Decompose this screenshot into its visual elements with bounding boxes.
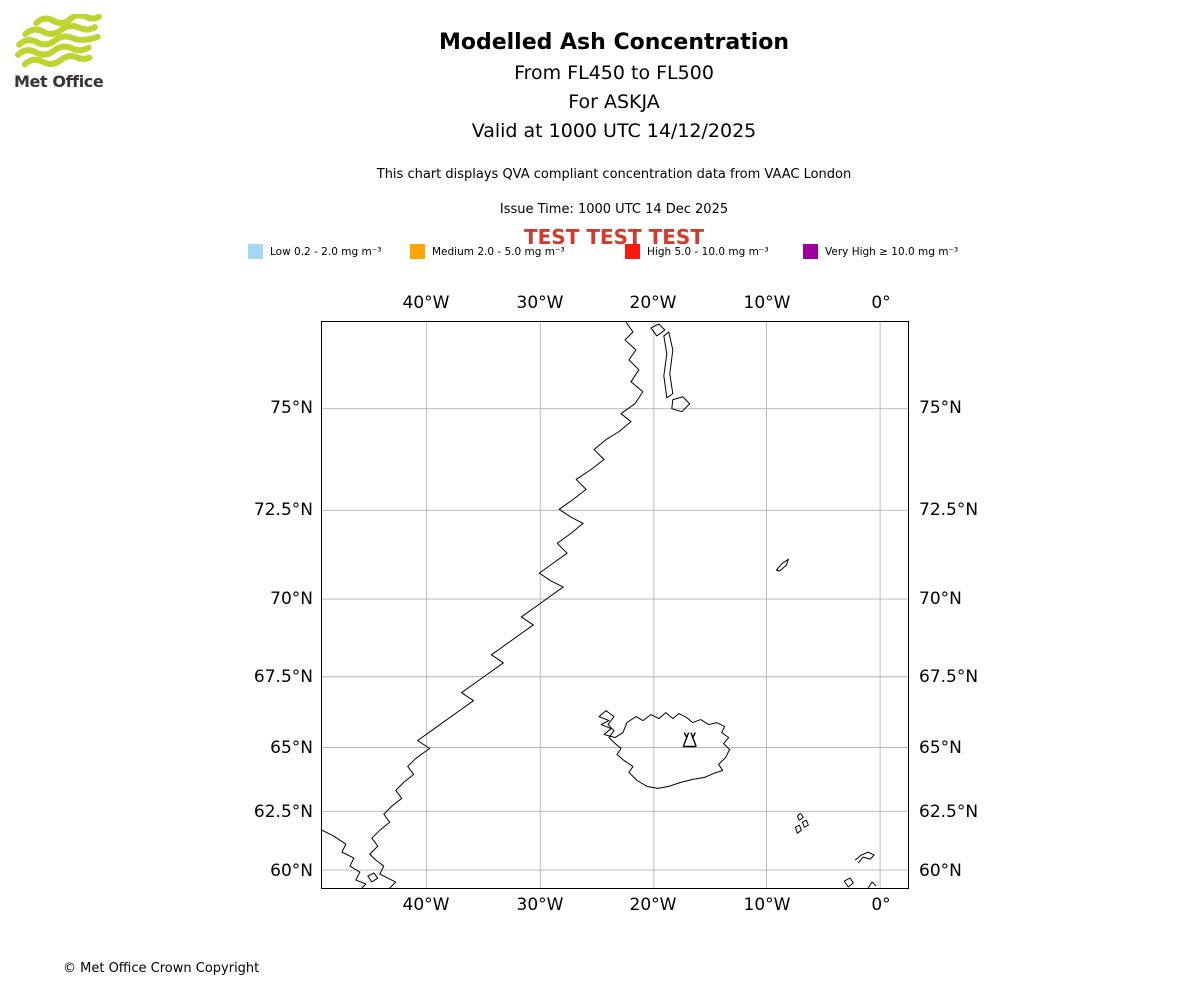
lon-tick-bottom-20w: 20°W <box>629 895 677 915</box>
lon-tick-top-40w: 40°W <box>402 293 450 313</box>
iceland-coastline <box>598 710 731 789</box>
issue-time: Issue Time: 1000 UTC 14 Dec 2025 <box>499 202 729 217</box>
low-concentration-label: Low 0.2 - 2.0 mg m⁻³ <box>270 245 382 258</box>
lat-tick-left-60n: 60°N <box>270 861 313 881</box>
lat-tick-right-75n: 75°N <box>919 398 962 418</box>
lat-tick-right-65n: 65°N <box>919 738 962 758</box>
compliance-note: This chart displays QVA compliant concen… <box>376 167 852 182</box>
chart-title: Modelled Ash Concentration <box>438 30 790 55</box>
map-svg <box>322 322 908 888</box>
lat-tick-right-60n: 60°N <box>919 861 962 881</box>
greenland-southwest-coastline <box>322 829 367 888</box>
lat-tick-left-65n: 65°N <box>270 738 313 758</box>
legend-item-medium: Medium 2.0 - 5.0 mg m⁻³ <box>410 244 565 259</box>
medium-concentration-swatch <box>410 244 425 259</box>
lon-tick-top-10w: 10°W <box>743 293 791 313</box>
lon-tick-top-20w: 20°W <box>629 293 677 313</box>
high-concentration-label: High 5.0 - 10.0 mg m⁻³ <box>647 245 769 258</box>
lat-tick-right-62-5n: 62.5°N <box>919 802 979 822</box>
met-office-logo: Met Office <box>14 14 124 91</box>
chart-header: Modelled Ash Concentration From FL450 to… <box>28 30 1200 249</box>
volcano-symbol <box>682 732 697 748</box>
lat-tick-left-67-5n: 67.5°N <box>253 667 313 687</box>
met-office-logo-waves <box>14 14 102 68</box>
lat-tick-right-67-5n: 67.5°N <box>919 667 979 687</box>
lat-tick-right-70n: 70°N <box>919 589 962 609</box>
lat-tick-left-70n: 70°N <box>270 589 313 609</box>
met-office-wordmark: Met Office <box>14 72 104 91</box>
low-concentration-swatch <box>248 244 263 259</box>
jan-mayen-island <box>775 558 789 572</box>
very-high-concentration-swatch <box>803 244 818 259</box>
coastlines <box>322 322 877 888</box>
lat-tick-left-75n: 75°N <box>270 398 313 418</box>
lon-tick-bottom-30w: 30°W <box>516 895 564 915</box>
flight-level-line: From FL450 to FL500 <box>514 62 714 84</box>
valid-time-line: Valid at 1000 UTC 14/12/2025 <box>471 120 757 142</box>
graticule-gridlines <box>322 322 908 888</box>
faroe-islands <box>794 812 809 834</box>
lon-tick-bottom-0: 0° <box>871 895 891 915</box>
ne-greenland-island-3 <box>671 396 691 413</box>
greenland-tip-islet <box>367 872 379 883</box>
volcano-name-line: For ASKJA <box>568 91 660 113</box>
very-high-concentration-label: Very High ≥ 10.0 mg m⁻³ <box>825 245 959 258</box>
ne-greenland-island-2 <box>663 331 674 399</box>
test-banner: TEST TEST TEST <box>524 225 704 249</box>
legend-item-very-high: Very High ≥ 10.0 mg m⁻³ <box>803 244 958 259</box>
legend-item-low: Low 0.2 - 2.0 mg m⁻³ <box>248 244 381 259</box>
lat-tick-right-72-5n: 72.5°N <box>919 500 979 520</box>
logo-wave-group <box>14 14 102 68</box>
lon-tick-top-0: 0° <box>871 293 891 313</box>
lat-tick-left-72-5n: 72.5°N <box>253 500 313 520</box>
greenland-coastline <box>369 322 644 888</box>
scotland-coastline <box>843 851 877 888</box>
lat-tick-left-62-5n: 62.5°N <box>253 802 313 822</box>
legend-item-high: High 5.0 - 10.0 mg m⁻³ <box>625 244 769 259</box>
lon-tick-bottom-10w: 10°W <box>743 895 791 915</box>
lon-tick-bottom-40w: 40°W <box>402 895 450 915</box>
medium-concentration-label: Medium 2.0 - 5.0 mg m⁻³ <box>432 245 565 258</box>
ne-greenland-island-1 <box>650 323 666 337</box>
crown-copyright-notice: © Met Office Crown Copyright <box>63 961 260 976</box>
map-canvas <box>321 321 909 889</box>
lon-tick-top-30w: 30°W <box>516 293 564 313</box>
high-concentration-swatch <box>625 244 640 259</box>
